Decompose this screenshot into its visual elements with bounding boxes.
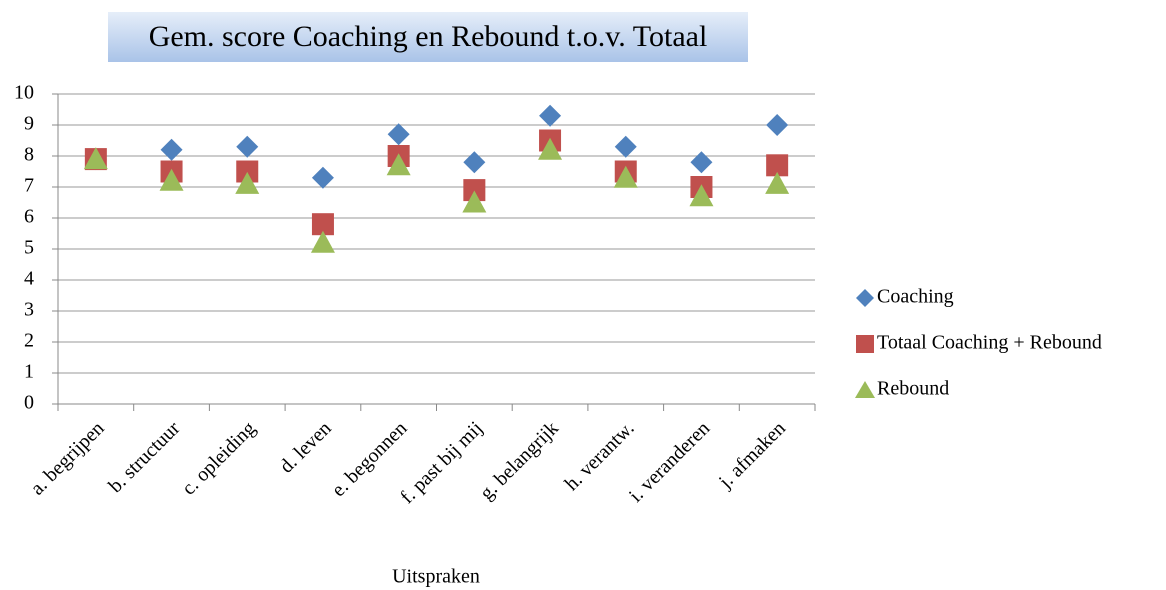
x-tick-label: i. veranderen — [625, 417, 714, 506]
y-tick-label: 4 — [24, 268, 34, 290]
marker-diamond — [614, 135, 637, 158]
legend-label: Rebound — [877, 378, 949, 400]
marker-diamond — [690, 151, 713, 174]
y-tick-label: 1 — [24, 361, 34, 383]
marker-diamond — [463, 151, 486, 174]
marker-diamond — [539, 104, 562, 127]
marker-triangle — [765, 171, 790, 194]
marker-triangle — [462, 190, 487, 213]
legend-marker — [856, 335, 874, 353]
legend-marker — [855, 381, 875, 398]
marker-triangle — [613, 165, 638, 188]
marker-triangle — [310, 230, 335, 253]
marker-square — [236, 160, 259, 183]
y-tick-label: 9 — [24, 113, 34, 135]
y-tick-label: 6 — [24, 206, 34, 228]
x-tick-label: b. structuur — [104, 417, 184, 497]
marker-square — [463, 179, 486, 202]
x-tick-label: d. leven — [275, 417, 335, 477]
x-tick-label: j. afmaken — [714, 417, 790, 493]
marker-diamond — [311, 166, 334, 189]
y-tick-label: 0 — [24, 392, 34, 414]
marker-triangle — [83, 147, 108, 170]
legend-marker — [856, 289, 874, 307]
x-tick-label: h. verantw. — [561, 417, 639, 495]
y-tick-label: 10 — [14, 82, 34, 104]
marker-triangle — [159, 168, 184, 191]
title-box — [108, 12, 748, 62]
marker-triangle — [538, 137, 563, 160]
marker-triangle — [386, 153, 411, 176]
marker-square — [311, 213, 334, 236]
x-axis-label: Uitspraken — [392, 566, 480, 588]
y-tick-label: 7 — [24, 175, 34, 197]
marker-diamond — [766, 114, 789, 136]
legend-label: Totaal Coaching + Rebound — [877, 332, 1102, 354]
marker-triangle — [235, 171, 260, 194]
marker-triangle — [689, 184, 714, 207]
y-tick-label: 2 — [24, 330, 34, 352]
x-tick-label: f. past bij mij — [396, 417, 487, 508]
y-tick-label: 3 — [24, 299, 34, 321]
legend-label: Coaching — [877, 286, 954, 308]
x-tick-label: e. begonnen — [328, 417, 412, 501]
x-tick-label: c. opleiding — [178, 417, 260, 499]
y-tick-label: 8 — [24, 144, 34, 166]
chart-title: Gem. score Coaching en Rebound t.o.v. To… — [149, 20, 708, 53]
marker-diamond — [387, 123, 410, 146]
marker-square — [766, 154, 789, 177]
y-tick-label: 5 — [24, 237, 34, 259]
x-tick-label: g. belangrijk — [476, 417, 563, 504]
marker-diamond — [236, 135, 259, 158]
x-tick-label: a. begrijpen — [26, 417, 108, 499]
marker-diamond — [160, 138, 183, 161]
